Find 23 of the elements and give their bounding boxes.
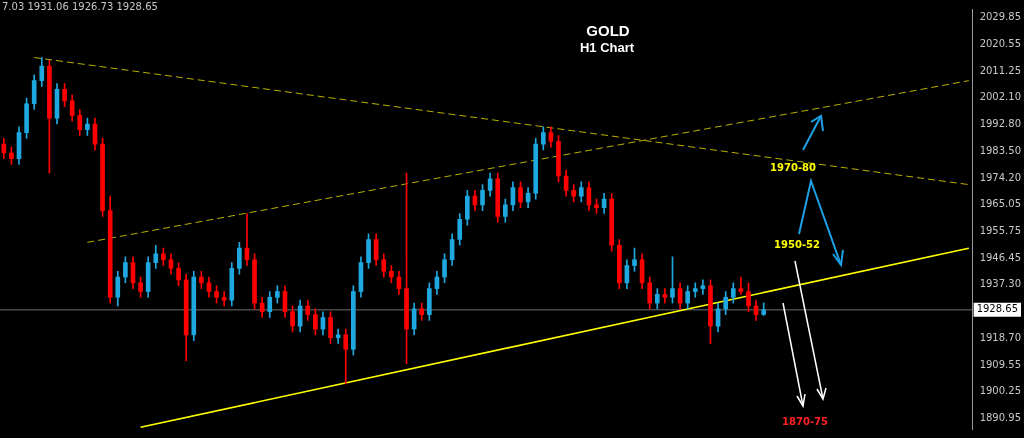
text: GOLD (586, 22, 630, 40)
text: H1 Chart (579, 39, 635, 55)
y-tick-label: 1918.70 (979, 332, 1022, 344)
y-tick-label: 2020.55 (979, 37, 1022, 49)
annotation: 1950-52 (774, 238, 820, 250)
y-tick-label: 1946.45 (979, 252, 1022, 264)
candlestick (738, 276, 744, 295)
y-tick-label: 1937.30 (979, 278, 1022, 290)
annotation: 1970-80 (770, 161, 816, 173)
y-tick-label: 1992.80 (979, 118, 1022, 130)
ref-line-label: 1928.65 (976, 303, 1019, 315)
y-tick-label: 1974.20 (979, 171, 1022, 183)
y-tick-label: 1900.25 (979, 385, 1022, 397)
y-tick-label: 2011.25 (979, 64, 1022, 76)
y-tick-label: 1890.95 (979, 412, 1022, 424)
y-tick-label: 1955.75 (979, 225, 1022, 237)
annotation: 1870-75 (782, 415, 828, 427)
y-tick-label: 2029.85 (979, 11, 1022, 23)
y-tick-label: 2002.10 (979, 91, 1022, 103)
y-tick-label: 1983.50 (979, 145, 1022, 156)
y-tick-label: 1965.05 (979, 198, 1022, 210)
annotation: 7.03 1931.06 1926.73 1928.65 (2, 0, 158, 12)
y-tick-label: 1909.55 (979, 358, 1022, 370)
